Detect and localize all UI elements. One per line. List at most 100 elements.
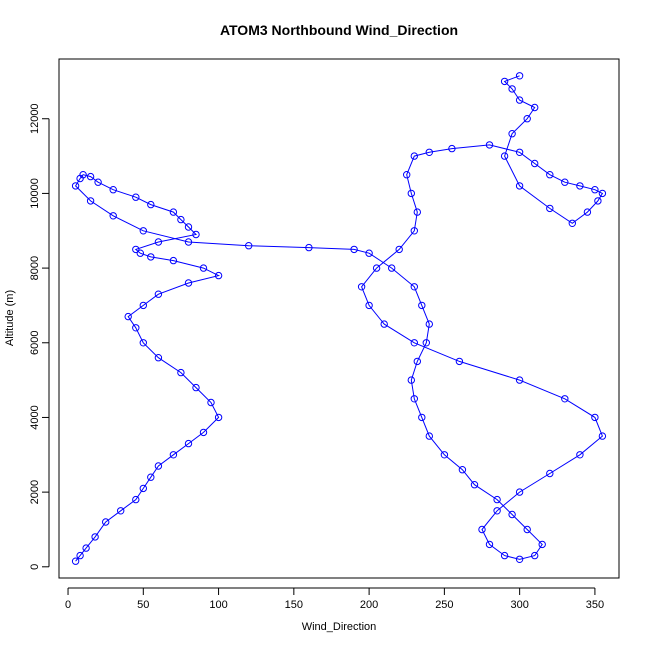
data-point: [410, 283, 418, 291]
data-point: [154, 238, 163, 246]
data-point: [109, 212, 117, 220]
data-point: [455, 357, 464, 366]
y-tick-label: 6000: [29, 331, 41, 355]
data-point: [561, 178, 569, 186]
data-point: [538, 540, 546, 549]
data-point: [305, 243, 313, 252]
data-point: [546, 204, 554, 213]
data-point: [395, 245, 403, 254]
data-point: [71, 557, 80, 565]
data-point: [458, 466, 467, 474]
data-point: [531, 103, 539, 112]
x-tick-label: 350: [586, 599, 604, 611]
data-point: [515, 488, 524, 496]
data-point: [139, 227, 148, 235]
data-point: [388, 264, 396, 272]
data-point: [515, 376, 524, 384]
data-point: [91, 533, 99, 541]
data-point: [139, 301, 148, 310]
data-point: [109, 186, 117, 194]
data-point: [403, 171, 411, 179]
data-point: [546, 469, 554, 478]
data-point: [594, 197, 602, 205]
data-point: [531, 159, 539, 168]
data-point: [132, 495, 140, 504]
data-point: [440, 451, 449, 459]
data-point: [485, 141, 494, 149]
data-point: [515, 555, 524, 563]
data-point: [546, 171, 554, 179]
data-point: [425, 148, 433, 157]
data-point: [561, 395, 569, 403]
data-point: [508, 85, 516, 93]
data-point: [410, 395, 418, 403]
data-point: [124, 312, 132, 321]
data-point: [154, 462, 163, 470]
data-point: [422, 339, 430, 347]
data-point: [357, 283, 366, 291]
x-tick-label: 150: [285, 599, 303, 611]
data-point: [485, 540, 494, 549]
data-point: [154, 290, 163, 298]
data-point: [177, 368, 185, 377]
y-tick-label: 2000: [29, 480, 41, 504]
data-point: [147, 473, 155, 481]
data-point: [413, 208, 421, 216]
data-point: [493, 495, 501, 504]
data-point: [184, 279, 193, 287]
data-point: [102, 518, 110, 526]
data-point: [523, 115, 531, 123]
data-point: [418, 301, 426, 310]
data-point: [410, 227, 418, 235]
data-point: [184, 238, 193, 246]
data-point: [214, 271, 223, 280]
data-point: [82, 544, 90, 552]
data-point: [531, 551, 539, 560]
data-point: [214, 413, 223, 422]
data-point: [76, 174, 84, 183]
data-point: [576, 182, 584, 190]
data-point: [380, 320, 388, 328]
data-point: [372, 264, 381, 272]
data-point: [169, 256, 178, 265]
data-point: [515, 148, 524, 157]
data-point: [591, 413, 599, 422]
data-point: [500, 551, 509, 560]
data-point: [410, 339, 418, 347]
y-tick-label: 12000: [29, 103, 41, 134]
data-point: [478, 525, 486, 534]
data-point: [71, 182, 80, 190]
data-point: [207, 398, 215, 407]
data-point: [139, 484, 148, 493]
data-point: [169, 208, 178, 216]
y-axis-label: Altitude (m): [4, 290, 16, 346]
data-point: [192, 383, 200, 392]
data-point: [500, 152, 509, 160]
data-point: [132, 324, 140, 332]
series-line: [74, 75, 604, 562]
data-point: [94, 178, 102, 186]
plot-area-frame: [58, 58, 620, 579]
data-point: [76, 551, 84, 560]
data-point: [591, 186, 599, 194]
data-point: [515, 182, 524, 190]
data-point: [568, 219, 576, 228]
x-tick-label: 100: [209, 599, 227, 611]
data-point: [132, 193, 140, 201]
data-point: [515, 96, 524, 104]
data-point: [147, 253, 155, 261]
data-point: [132, 245, 140, 254]
data-point: [425, 320, 433, 328]
data-point: [418, 413, 426, 422]
data-point: [192, 230, 200, 239]
data-point: [184, 439, 193, 448]
x-axis-label: Wind_Direction: [302, 621, 377, 633]
data-point: [448, 144, 456, 153]
data-point: [169, 451, 178, 459]
data-point: [136, 249, 145, 257]
data-point: [583, 208, 592, 216]
x-tick-label: 200: [360, 599, 378, 611]
y-tick-label: 8000: [29, 256, 41, 280]
data-point: [500, 77, 509, 86]
